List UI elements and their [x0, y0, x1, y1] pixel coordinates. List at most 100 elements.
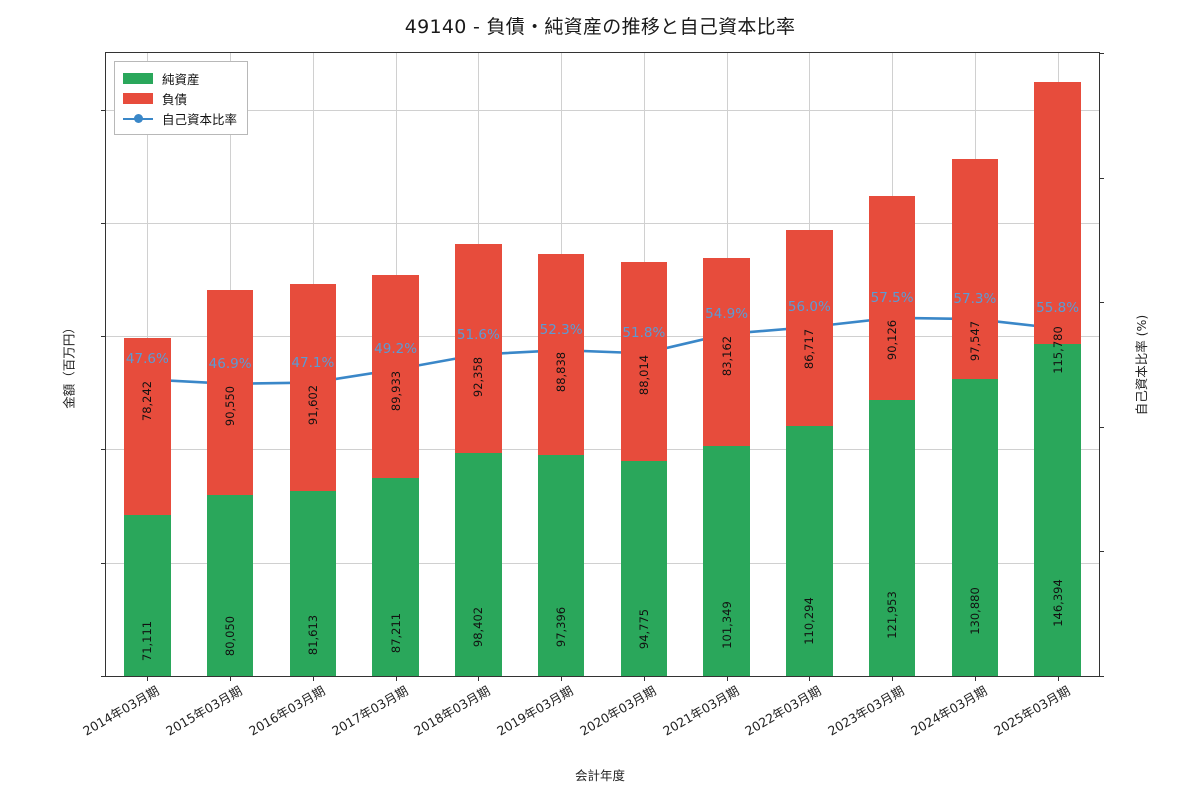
chart-legend[interactable]: 純資産 負債 自己資本比率 — [114, 61, 249, 135]
bar-value-label-equity: 87,211 — [388, 612, 403, 653]
x-axis-tick-mark — [395, 676, 397, 681]
bar-segment-equity — [206, 494, 254, 676]
ratio-value-label: 57.5% — [870, 289, 914, 306]
ratio-value-label: 51.6% — [456, 326, 500, 343]
bar-value-label-equity: 98,402 — [471, 606, 486, 648]
ratio-line-layer — [141, 311, 1064, 390]
x-axis-tick-mark — [561, 676, 563, 681]
bar-value-label-equity: 71,111 — [140, 620, 155, 661]
ratio-value-label: 54.9% — [705, 305, 749, 322]
y2-axis-tick-mark — [1099, 177, 1104, 179]
x-axis-tick-label: 2019年03月期 — [494, 682, 576, 739]
bar-segment-equity — [455, 453, 502, 676]
x-axis-tick-mark — [147, 676, 149, 681]
bar-value-label-liability: 88,838 — [554, 352, 569, 393]
bar-segment-liability — [868, 195, 916, 400]
bar-value-label-equity: 121,953 — [885, 591, 900, 639]
x-axis-tick-label: 2018年03月期 — [411, 682, 493, 739]
y2-axis-tick-mark — [1099, 551, 1104, 553]
bar-segment-equity — [289, 491, 337, 676]
x-axis-tick-label: 2014年03月期 — [80, 682, 162, 739]
x-axis-tick-label: 2020年03月期 — [577, 682, 659, 739]
x-axis-tick-mark — [312, 676, 314, 681]
bar-value-label-liability: 83,162 — [719, 335, 734, 377]
x-axis-tick-mark — [230, 676, 232, 681]
legend-label: 純資産 — [162, 71, 200, 87]
ratio-value-label: 51.8% — [622, 325, 666, 342]
bar-segment-liability — [206, 289, 254, 495]
bar-segment-equity — [124, 514, 171, 676]
x-axis-tick-mark — [643, 676, 645, 681]
ratio-value-label: 47.6% — [125, 351, 169, 368]
y2-axis-tick-mark — [1099, 302, 1104, 304]
bar-segment-liability — [703, 257, 750, 447]
bar-value-label-equity: 101,349 — [719, 601, 734, 650]
x-axis-tick-mark — [892, 676, 894, 681]
ratio-value-label: 56.0% — [787, 299, 831, 316]
ratio-value-label: 46.9% — [208, 355, 252, 372]
bar-value-label-liability: 97,547 — [967, 320, 982, 362]
x-axis-tick-label: 2023年03月期 — [825, 682, 907, 739]
bar-value-label-liability: 115,780 — [1050, 326, 1065, 375]
y2-axis-tick-mark — [1099, 676, 1104, 677]
x-axis-tick-label: 2017年03月期 — [328, 682, 411, 739]
bar-segment-liability — [124, 337, 171, 515]
bar-segment-liability — [537, 254, 585, 456]
x-axis-tick-mark — [1057, 676, 1059, 681]
bar-segment-liability — [620, 261, 668, 462]
bar-segment-equity — [620, 461, 668, 676]
bar-value-label-equity: 94,775 — [636, 608, 651, 649]
ratio-value-label: 47.1% — [291, 354, 335, 371]
y2-axis-tick-mark — [1099, 426, 1104, 428]
bar-value-label-liability: 91,602 — [305, 384, 320, 425]
bar-segment-equity — [703, 446, 750, 676]
legend-line-marker-icon — [123, 113, 153, 124]
chart-title: 49140 - 負債・純資産の推移と自己資本比率 — [404, 16, 796, 38]
x-axis-tick-mark — [726, 676, 728, 681]
x-axis-tick-label: 2016年03月期 — [246, 682, 328, 739]
grid-line — [106, 336, 1099, 338]
bar-value-label-equity: 97,396 — [554, 607, 569, 648]
grid-line — [106, 222, 1099, 224]
ratio-value-label: 57.3% — [953, 291, 997, 308]
bar-value-label-liability: 89,933 — [388, 371, 403, 412]
bar-value-label-equity: 110,294 — [802, 597, 817, 645]
ratio-value-label: 52.3% — [539, 322, 583, 339]
bar-segment-liability — [951, 158, 999, 380]
bar-segment-liability — [289, 283, 337, 492]
grid-line — [106, 109, 1099, 111]
legend-item-equity[interactable]: 純資産 — [123, 68, 237, 88]
bar-value-label-liability: 92,358 — [471, 356, 486, 397]
x-axis-label: 会計年度 — [574, 768, 625, 783]
x-axis-tick-label: 2025年03月期 — [990, 682, 1073, 739]
x-axis-tick-mark — [809, 676, 811, 681]
plot-area: 050,000100,000150,000200,000250,0000.020… — [62, 52, 1150, 681]
bar-segment-equity — [372, 478, 419, 676]
legend-item-liability[interactable]: 負債 — [123, 88, 237, 108]
y2-axis-tick-mark — [1099, 53, 1104, 54]
legend-swatch-icon — [123, 72, 153, 84]
y-axis-tick-mark — [101, 109, 106, 111]
bar-segment-liability — [455, 243, 502, 454]
bar-value-label-liability: 90,126 — [885, 319, 900, 360]
bar-value-label-equity: 130,880 — [967, 586, 982, 635]
grid-line — [106, 449, 1099, 451]
bar-segment-equity — [786, 426, 833, 676]
bar-segment-equity — [951, 379, 999, 676]
y2-axis-label: 自己資本比率 (%) — [1134, 314, 1150, 415]
bar-value-label-liability: 86,717 — [802, 328, 817, 370]
bar-segment-equity — [868, 399, 916, 676]
y-axis-tick-mark — [101, 336, 106, 338]
bar-segment-equity — [537, 455, 585, 676]
bar-value-label-equity: 80,050 — [223, 615, 238, 657]
y-axis-tick-mark — [101, 676, 106, 677]
y-axis-label: 金額（百万円） — [61, 320, 77, 409]
x-axis-tick-label: 2015年03月期 — [163, 682, 245, 739]
bar-value-label-liability: 90,550 — [223, 385, 238, 426]
bar-segment-liability — [1034, 82, 1081, 345]
bar-segment-liability — [372, 274, 419, 479]
legend-item-equity-ratio[interactable]: 自己資本比率 — [123, 108, 237, 128]
legend-swatch-icon — [123, 92, 153, 104]
bar-value-label-equity: 146,394 — [1050, 579, 1065, 627]
